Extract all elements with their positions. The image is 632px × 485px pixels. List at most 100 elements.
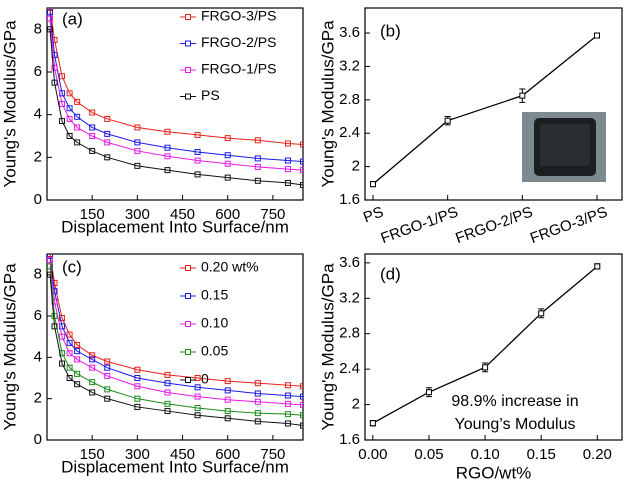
marker	[66, 115, 73, 122]
marker	[284, 140, 291, 147]
marker	[224, 174, 231, 181]
annotation: Young’s Modulus	[455, 416, 576, 433]
series	[47, 263, 303, 419]
marker	[66, 375, 73, 381]
marker	[300, 422, 303, 429]
marker	[74, 124, 81, 131]
marker	[164, 144, 171, 151]
y-tick-label: 2	[34, 148, 42, 165]
y-tick-label: 6	[34, 307, 42, 324]
marker	[194, 375, 201, 381]
legend-marker	[185, 321, 191, 327]
legend-label: 0.05	[201, 343, 228, 359]
y-tick-label: 0	[34, 191, 42, 208]
marker	[224, 396, 231, 403]
marker	[164, 128, 171, 135]
marker	[254, 410, 261, 417]
marker	[254, 380, 261, 387]
marker	[66, 339, 73, 346]
marker	[194, 157, 201, 164]
x-tick-label: 150	[80, 206, 105, 223]
marker	[74, 356, 81, 363]
marker	[51, 64, 58, 71]
y-tick-label: 8	[34, 266, 42, 283]
y-tick-label: 3.2	[339, 289, 360, 306]
panel-label: (c)	[62, 257, 82, 276]
marker	[59, 118, 66, 125]
marker	[224, 408, 231, 415]
plot-frame	[46, 253, 304, 441]
marker	[482, 364, 489, 371]
marker	[104, 115, 111, 122]
marker	[47, 263, 54, 270]
line	[49, 254, 303, 387]
marker	[59, 360, 66, 367]
marker	[66, 133, 73, 139]
marker	[254, 163, 261, 170]
marker	[74, 381, 81, 388]
marker	[194, 149, 201, 155]
marker	[134, 366, 141, 373]
marker	[89, 364, 96, 371]
marker	[134, 147, 141, 154]
x-tick-label: 450	[170, 446, 195, 463]
line	[49, 274, 303, 427]
x-tick-label: FRGO-2/PS	[453, 204, 535, 248]
marker	[66, 105, 73, 112]
y-tick-label: 3.2	[339, 57, 360, 74]
x-tick-label: 0.00	[358, 446, 387, 463]
marker	[164, 389, 171, 396]
marker	[164, 167, 171, 174]
legend-label: 0.15	[201, 287, 228, 303]
marker	[74, 98, 81, 105]
marker	[47, 26, 54, 33]
marker	[104, 395, 111, 402]
marker	[134, 124, 141, 131]
marker	[104, 364, 111, 371]
x-tick-label: 750	[260, 206, 285, 223]
marker	[89, 109, 96, 116]
series	[47, 254, 303, 400]
marker	[104, 386, 111, 393]
plot-frame	[46, 7, 304, 201]
marker	[104, 154, 111, 161]
y-tick-label: 2	[34, 390, 42, 407]
marker	[66, 331, 73, 338]
marker	[284, 157, 291, 164]
marker	[59, 315, 66, 322]
marker	[284, 382, 291, 389]
x-tick-label: PS	[361, 204, 386, 227]
legend-label: FRGO-1/PS	[201, 61, 276, 77]
marker	[369, 420, 376, 427]
marker	[194, 384, 201, 391]
marker	[89, 379, 96, 386]
marker	[284, 166, 291, 173]
marker	[89, 147, 96, 154]
marker	[300, 167, 303, 174]
marker	[444, 117, 451, 124]
series	[47, 15, 303, 174]
marker	[89, 124, 96, 131]
x-tick-label: 150	[80, 446, 105, 463]
marker	[59, 333, 66, 340]
marker	[134, 395, 141, 402]
marker	[224, 135, 231, 142]
x-tick-label: 0.15	[527, 446, 556, 463]
marker	[164, 371, 171, 378]
marker	[425, 389, 432, 396]
y-tick-label: 8	[34, 20, 42, 37]
x-tick-label: 750	[260, 446, 285, 463]
y-axis-title: Young's Modulus/GPa	[0, 263, 19, 431]
marker	[284, 392, 291, 399]
marker	[194, 404, 201, 411]
marker	[104, 139, 111, 146]
marker	[300, 158, 303, 165]
panel-label: (b)	[380, 21, 401, 40]
marker	[254, 398, 261, 405]
marker	[47, 15, 54, 22]
y-axis-title: Young's Modulus/GPa	[318, 263, 337, 431]
legend-label: FRGO-3/PS	[201, 8, 276, 24]
x-axis-title: RGO/wt%	[456, 463, 532, 482]
legend-label: 0.10	[201, 315, 228, 331]
